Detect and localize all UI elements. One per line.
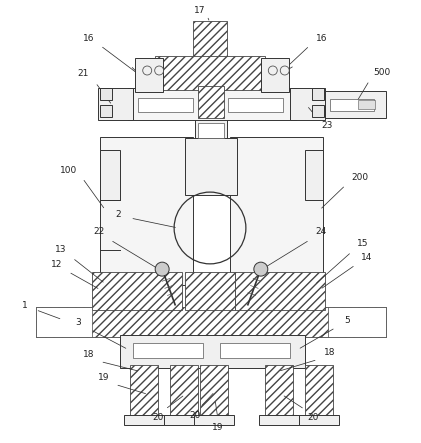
Bar bbox=[130, 365, 158, 420]
Bar bbox=[194, 416, 234, 425]
Bar bbox=[312, 105, 324, 117]
Bar bbox=[185, 272, 235, 310]
Bar bbox=[228, 98, 283, 113]
Bar bbox=[124, 416, 164, 425]
Bar bbox=[259, 416, 299, 425]
Bar bbox=[357, 101, 376, 109]
Bar bbox=[36, 307, 92, 337]
Bar bbox=[299, 416, 338, 425]
Bar bbox=[261, 58, 289, 93]
Text: 16: 16 bbox=[83, 34, 94, 43]
Text: 100: 100 bbox=[60, 166, 77, 175]
Bar bbox=[330, 99, 374, 111]
Text: 3: 3 bbox=[75, 318, 81, 327]
Bar bbox=[305, 365, 333, 420]
Bar bbox=[305, 150, 322, 200]
Bar bbox=[265, 365, 293, 420]
Bar bbox=[220, 342, 290, 358]
Text: 13: 13 bbox=[55, 245, 66, 254]
Text: 2: 2 bbox=[115, 210, 121, 218]
Text: 17: 17 bbox=[194, 6, 206, 15]
Bar bbox=[138, 98, 193, 113]
Text: 12: 12 bbox=[51, 260, 62, 269]
Text: 20: 20 bbox=[152, 413, 164, 422]
Bar bbox=[235, 272, 325, 310]
Bar bbox=[128, 89, 296, 120]
Bar bbox=[195, 117, 227, 145]
Bar bbox=[100, 150, 120, 200]
Bar bbox=[325, 91, 386, 118]
Text: 5: 5 bbox=[345, 316, 350, 325]
Bar bbox=[100, 105, 112, 117]
Bar bbox=[135, 58, 163, 93]
Bar bbox=[99, 89, 133, 120]
Bar bbox=[312, 89, 324, 101]
Bar bbox=[36, 307, 386, 337]
Text: 20: 20 bbox=[307, 413, 318, 422]
Text: 200: 200 bbox=[351, 173, 368, 182]
Bar bbox=[170, 365, 198, 420]
Text: 21: 21 bbox=[78, 69, 89, 78]
Text: 500: 500 bbox=[373, 68, 390, 77]
Text: 19: 19 bbox=[98, 373, 109, 382]
Bar bbox=[100, 137, 193, 285]
Circle shape bbox=[155, 262, 169, 276]
Bar bbox=[230, 137, 322, 285]
Bar bbox=[198, 123, 224, 138]
Bar bbox=[328, 307, 386, 337]
Bar bbox=[120, 334, 305, 368]
Bar bbox=[290, 89, 325, 120]
Text: 16: 16 bbox=[316, 34, 328, 43]
Text: 18: 18 bbox=[83, 350, 94, 359]
Text: 23: 23 bbox=[321, 121, 332, 130]
Bar bbox=[92, 272, 182, 310]
Text: 19: 19 bbox=[212, 423, 224, 432]
Bar bbox=[200, 365, 228, 420]
Circle shape bbox=[254, 262, 268, 276]
Text: 18: 18 bbox=[324, 348, 336, 357]
Text: 24: 24 bbox=[315, 227, 326, 237]
Text: 20: 20 bbox=[189, 411, 201, 420]
Text: 22: 22 bbox=[94, 227, 105, 237]
Text: 15: 15 bbox=[357, 239, 368, 249]
Bar bbox=[155, 55, 265, 90]
Bar bbox=[185, 138, 237, 195]
Bar bbox=[100, 89, 112, 101]
Text: 14: 14 bbox=[361, 253, 372, 262]
Text: 1: 1 bbox=[22, 301, 27, 310]
Bar bbox=[193, 21, 227, 61]
Bar bbox=[198, 86, 224, 118]
Bar bbox=[133, 342, 203, 358]
Bar bbox=[164, 416, 204, 425]
